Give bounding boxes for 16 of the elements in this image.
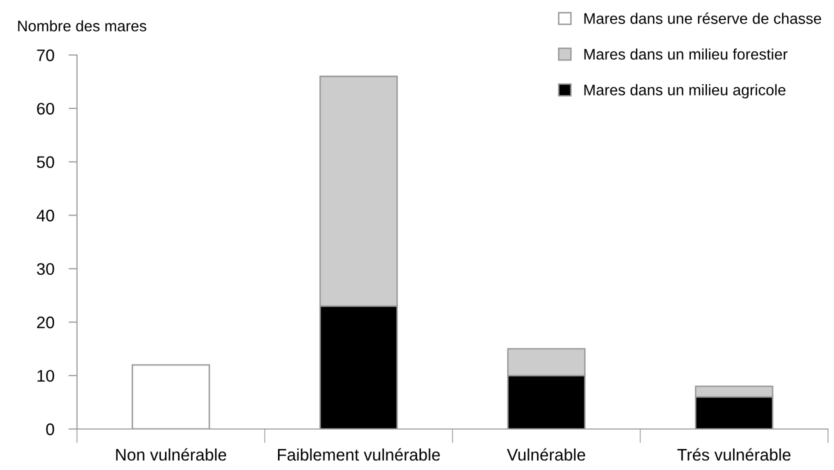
x-tick-label: Faiblement vulnérable [278,448,440,461]
x-tick-label: Trés vulnérable [677,448,791,461]
y-tick-label: 60 [37,102,54,115]
legend-label: Mares dans un milieu forestier [584,48,788,60]
y-tick-label: 30 [36,263,54,275]
y-tick-label: 40 [36,210,54,222]
y-tick-label: 20 [37,316,54,328]
y-tick-label: 50 [36,156,54,168]
y-tick-label: 0 [46,423,54,436]
legend-label: Mares dans une réserve de chasse [584,12,822,24]
y-axis-title: Nombre des mares [18,20,146,32]
y-tick-label: 10 [38,370,54,382]
y-tick-label: 70 [37,49,54,62]
legend-label: Mares dans un milieu agricole [584,84,786,98]
x-tick-label: Non vulnérable [116,448,226,461]
x-tick-label: Vulnérable [506,448,586,461]
